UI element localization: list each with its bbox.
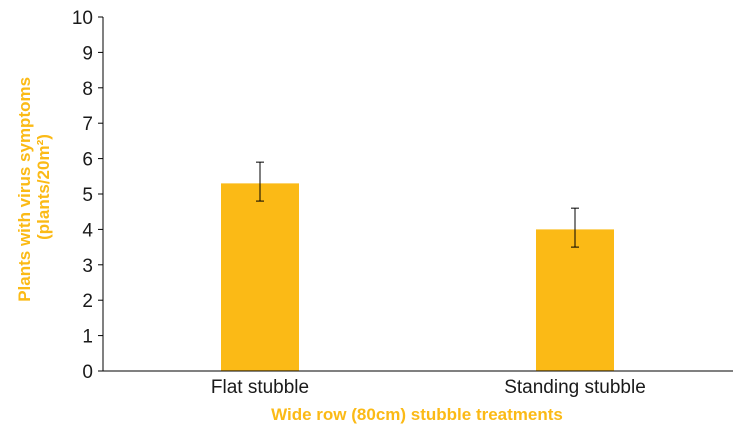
y-axis-title-line-1: Plants with virus symptoms [15,77,34,302]
y-tick-label: 10 [72,8,93,29]
y-axis: 0 1 2 3 4 5 6 7 8 9 10 [72,8,104,383]
y-tick-label: 6 [82,150,93,171]
y-tick-label: 4 [82,220,93,241]
y-tick-label: 2 [82,291,93,312]
x-category-label: Standing stubble [504,377,646,398]
y-tick-label: 7 [82,114,93,135]
y-axis-title: Plants with virus symptoms (plants/20m²) [15,72,53,302]
bars [221,161,614,371]
y-axis-title-line-2: (plants/20m²) [34,134,53,240]
x-axis-title: Wide row (80cm) stubble treatments [271,405,563,424]
y-tick-label: 0 [82,362,93,383]
y-tick-label: 1 [82,327,93,348]
y-tick-label: 3 [82,256,93,277]
y-tick-label: 8 [82,79,93,100]
bar [536,229,614,371]
x-axis: Flat stubble Standing stubble [103,370,733,398]
y-tick-label: 9 [82,43,93,64]
bar [221,183,299,371]
x-category-label: Flat stubble [211,377,309,398]
y-tick-label: 5 [82,185,93,206]
